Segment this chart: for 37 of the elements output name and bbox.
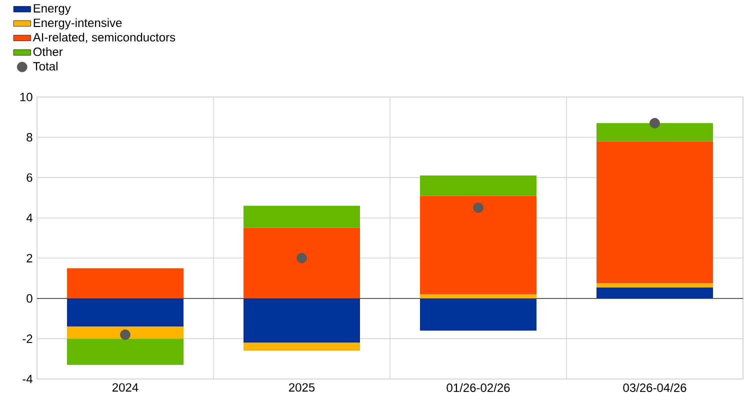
bar (244, 298, 360, 343)
legend-label: Energy (34, 4, 71, 15)
bar (420, 294, 536, 298)
legend-label: Total (33, 62, 58, 71)
x-tick-label: 2024 (112, 383, 138, 392)
point (296, 252, 307, 264)
x-tick-label: 2025 (289, 383, 315, 392)
y-tick-label: 4 (26, 214, 32, 222)
y-tick-label: -4 (22, 374, 32, 384)
point (120, 329, 130, 340)
bar (596, 287, 713, 298)
bar (420, 298, 536, 331)
y-tick-label: 8 (26, 133, 32, 142)
bar (67, 298, 184, 327)
bar (244, 342, 360, 351)
legend-label: Energy-intensive (34, 18, 122, 30)
point (473, 202, 484, 213)
legend-label: AI-related, semiconductors (32, 32, 176, 43)
bar (596, 123, 713, 142)
x-tick-label: 01/26-02/26 (446, 383, 510, 392)
bar (244, 228, 360, 298)
y-tick-label: 0 (26, 294, 32, 303)
y-tick-label: 6 (26, 173, 32, 182)
x-tick-label: 03/26-04/26 (623, 383, 686, 392)
bar (67, 326, 184, 339)
bar (596, 141, 713, 284)
y-tick-label: 2 (26, 254, 32, 262)
bar (420, 176, 536, 196)
bar (67, 268, 184, 298)
y-tick-label: -2 (22, 334, 32, 343)
bar (596, 283, 713, 288)
y-tick-label: 10 (20, 92, 32, 102)
bar (244, 206, 360, 228)
point (650, 118, 660, 128)
legend-label: Other (33, 47, 63, 56)
bar (420, 196, 536, 294)
bar (67, 338, 184, 365)
